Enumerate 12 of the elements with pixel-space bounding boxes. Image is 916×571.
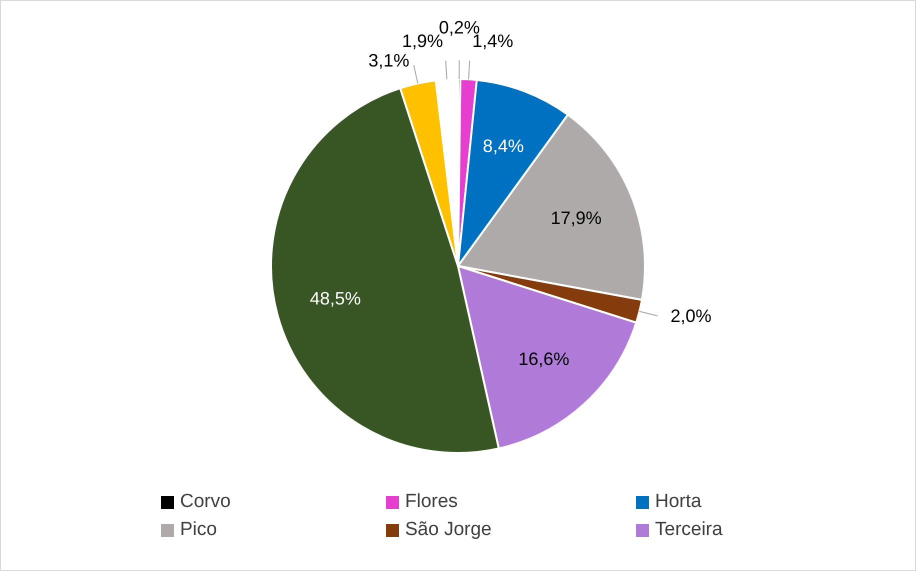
legend-label: Flores [405, 491, 458, 513]
legend-label: Horta [655, 491, 702, 513]
data-label: 16,6% [518, 348, 570, 369]
data-label: 48,5% [310, 288, 361, 309]
data-label: 3,1% [368, 50, 410, 70]
legend-label: Terceira [655, 519, 723, 541]
data-label: 8,4% [482, 136, 524, 156]
legend-label: São Jorge [405, 519, 492, 541]
data-label: 17,9% [550, 208, 602, 228]
data-label: 2,0% [670, 306, 712, 326]
legend-label: Pico [180, 519, 217, 541]
legend-label: Corvo [180, 491, 231, 513]
